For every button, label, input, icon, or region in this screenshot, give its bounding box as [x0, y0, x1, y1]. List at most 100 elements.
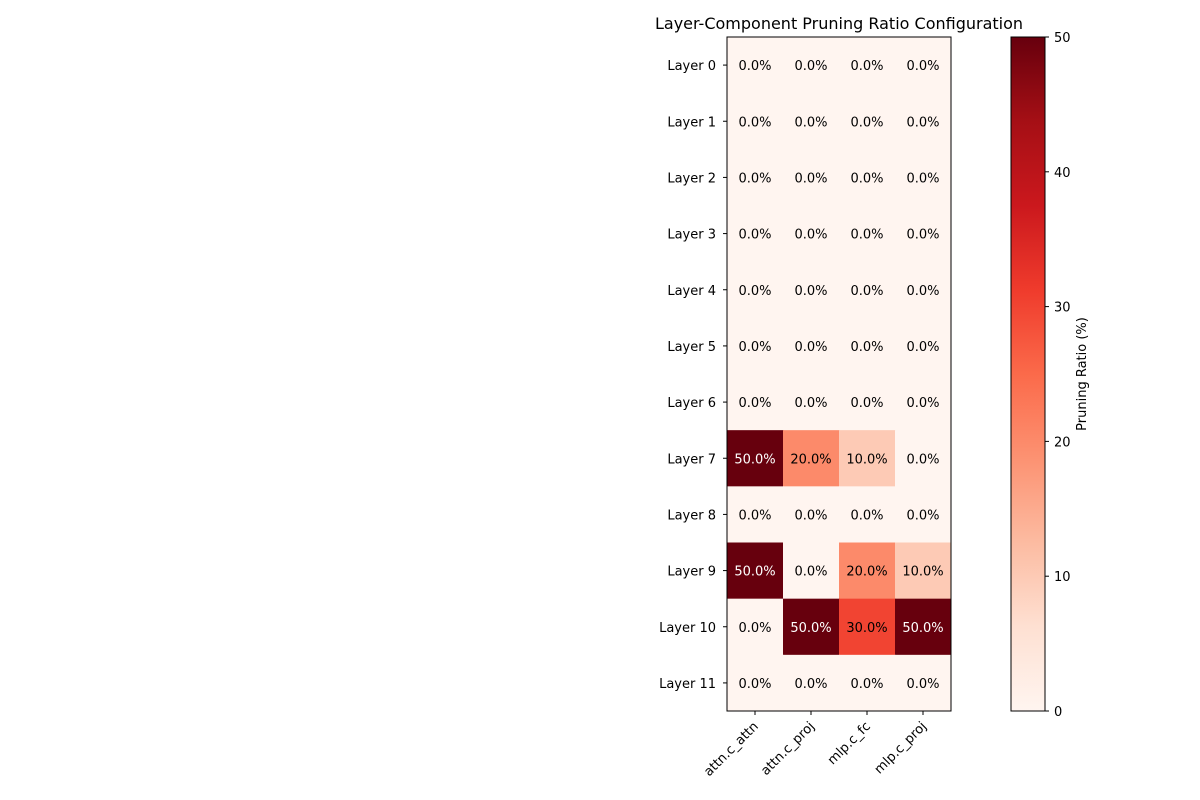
heatmap-cell	[839, 205, 896, 263]
row-tick-label: Layer 4	[667, 284, 716, 299]
heatmap-cell	[727, 598, 784, 656]
heatmap-cell	[727, 93, 784, 150]
colorbar-tick-label: 10	[1054, 570, 1071, 585]
heatmap-cell	[783, 317, 840, 375]
cell-value-label: 0.0%	[906, 340, 939, 355]
heatmap-cell	[783, 93, 840, 150]
cell-value-label: 0.0%	[738, 115, 771, 130]
row-tick-label: Layer 2	[667, 171, 716, 186]
heatmap-cell	[783, 430, 840, 487]
row-tick-label: Layer 5	[667, 340, 716, 355]
cell-value-label: 0.0%	[794, 171, 827, 186]
cell-value-label: 0.0%	[794, 396, 827, 411]
heatmap-cell	[783, 149, 840, 206]
cell-value-label: 0.0%	[906, 508, 939, 523]
heatmap-cell	[783, 261, 840, 319]
cell-value-label: 0.0%	[850, 508, 883, 523]
row-tick-label: Layer 3	[667, 228, 716, 243]
cell-value-label: 0.0%	[794, 59, 827, 74]
colorbar-gradient	[1010, 36, 1046, 712]
heatmap-cell	[895, 37, 952, 94]
heatmap-cell	[727, 654, 784, 712]
cell-value-label: 0.0%	[794, 340, 827, 355]
heatmap-cell	[783, 486, 840, 543]
row-tick-label: Layer 9	[667, 565, 716, 580]
heatmap-cell	[895, 374, 952, 431]
row-tick-label: Layer 11	[659, 677, 716, 692]
heatmap-cell	[895, 149, 952, 206]
cell-value-label: 0.0%	[850, 677, 883, 692]
heatmap-cell	[783, 542, 840, 600]
heatmap-cell	[839, 317, 896, 375]
cell-value-label: 0.0%	[738, 508, 771, 523]
cell-value-label: 0.0%	[738, 677, 771, 692]
cell-value-label: 0.0%	[738, 59, 771, 74]
colorbar-ticks: 0 10 20 30 40 50	[1045, 31, 1071, 720]
row-tick-label: Layer 10	[659, 621, 716, 636]
colorbar: 0 10 20 30 40 50 Pruning Ratio (%)	[1010, 31, 1090, 720]
heatmap-cell	[839, 542, 896, 600]
cell-value-label: 0.0%	[850, 340, 883, 355]
heatmap-cell	[727, 317, 784, 375]
cell-value-label: 0.0%	[850, 396, 883, 411]
cell-value-label: 0.0%	[794, 228, 827, 243]
heatmap-cell	[783, 205, 840, 263]
heatmap-cell	[895, 93, 952, 150]
cell-value-label: 0.0%	[906, 396, 939, 411]
heatmap-cell	[839, 37, 896, 94]
heatmap-cell	[727, 149, 784, 206]
heatmap-cell	[895, 654, 952, 712]
cell-value-label: 0.0%	[906, 59, 939, 74]
cell-value-label: 50.0%	[734, 452, 775, 467]
cell-value-label: 0.0%	[906, 115, 939, 130]
colorbar-tick-label: 20	[1054, 435, 1071, 450]
heatmap-cell	[895, 598, 952, 656]
cell-value-label: 0.0%	[794, 284, 827, 299]
cell-value-label: 0.0%	[794, 565, 827, 580]
heatmap-cell	[839, 374, 896, 431]
plot-frame	[726, 36, 952, 712]
heatmap-cell	[783, 654, 840, 712]
column-tick-label: mlp.c_proj	[872, 719, 930, 777]
heatmap-cell	[839, 430, 896, 487]
heatmap-cell	[727, 542, 784, 600]
colorbar-tick-label: 50	[1054, 31, 1071, 46]
cell-value-label: 20.0%	[790, 452, 831, 467]
cell-value-label: 0.0%	[906, 452, 939, 467]
chart-title: Layer-Component Pruning Ratio Configurat…	[655, 14, 1023, 33]
colorbar-tick-label: 30	[1054, 301, 1071, 316]
cell-value-label: 0.0%	[906, 228, 939, 243]
cell-value-label: 0.0%	[850, 59, 883, 74]
heatmap-cell	[839, 93, 896, 150]
row-tick-label: Layer 1	[667, 115, 716, 130]
heatmap-cell	[895, 486, 952, 543]
heatmap-cell	[839, 261, 896, 319]
cell-value-label: 50.0%	[734, 565, 775, 580]
heatmap-cell-labels: 0.0% 0.0% 0.0% 0.0% 0.0% 0.0% 0.0% 0.0% 0.0% 0.0%…	[734, 59, 943, 692]
heatmap-cell	[727, 205, 784, 263]
heatmap-cell	[895, 317, 952, 375]
cell-value-label: 10.0%	[902, 565, 943, 580]
heatmap-cell	[783, 374, 840, 431]
cell-value-label: 0.0%	[850, 171, 883, 186]
cell-value-label: 0.0%	[738, 284, 771, 299]
cell-value-label: 0.0%	[794, 677, 827, 692]
colorbar-tick-label: 40	[1054, 166, 1071, 181]
heatmap-cell	[895, 261, 952, 319]
heatmap-cell	[727, 37, 784, 94]
cell-value-label: 50.0%	[790, 621, 831, 636]
colorbar-tick-label: 0	[1054, 705, 1062, 720]
cell-value-label: 10.0%	[846, 452, 887, 467]
heatmap-cell	[727, 261, 784, 319]
cell-value-label: 0.0%	[850, 284, 883, 299]
colorbar-label: Pruning Ratio (%)	[1075, 317, 1090, 431]
heatmap-cell	[839, 654, 896, 712]
heatmap-cell	[895, 542, 952, 600]
cell-value-label: 0.0%	[794, 115, 827, 130]
cell-value-label: 0.0%	[794, 508, 827, 523]
row-tick-label: Layer 8	[667, 508, 716, 523]
cell-value-label: 0.0%	[738, 340, 771, 355]
row-tick-label: Layer 6	[667, 396, 716, 411]
row-tick-labels: Layer 0 Layer 1 Layer 2 Layer 3 Layer 4 Layer…	[659, 59, 727, 692]
row-tick-label: Layer 7	[667, 452, 716, 467]
